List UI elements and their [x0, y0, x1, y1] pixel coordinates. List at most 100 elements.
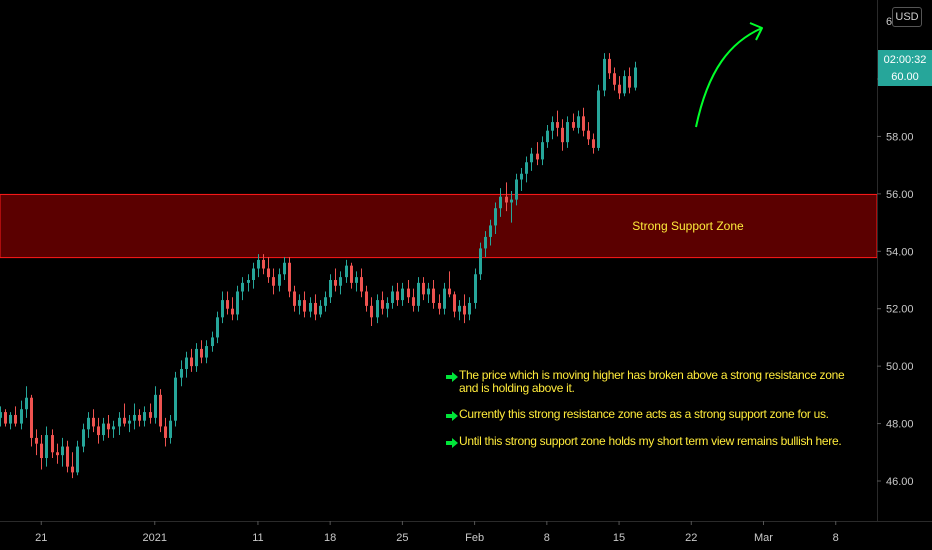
candle-body [577, 116, 580, 128]
candle-body [236, 291, 239, 315]
candle [479, 242, 482, 280]
candle-body [468, 302, 471, 315]
candle [61, 437, 64, 467]
candle [360, 268, 363, 298]
candle-body [128, 420, 131, 424]
candle [14, 406, 17, 427]
candle [180, 360, 183, 387]
candle-body [107, 423, 110, 430]
candle [56, 443, 59, 464]
time-tick-label: 11 [252, 532, 263, 544]
candle [283, 257, 286, 280]
price-countdown-bg [878, 50, 932, 86]
candle [417, 277, 420, 312]
candle-body [278, 274, 281, 286]
candle-body [355, 277, 358, 283]
candle [386, 297, 389, 318]
candle-body [448, 288, 451, 295]
candle [494, 202, 497, 235]
candle-body [592, 139, 595, 148]
candle-body [541, 142, 544, 160]
candle-body [324, 297, 327, 306]
candle [272, 268, 275, 295]
candle [97, 417, 100, 444]
candle [582, 107, 585, 137]
candle [339, 271, 342, 295]
candle-body [180, 369, 183, 378]
candle-body [293, 291, 296, 306]
candle-body [257, 259, 260, 269]
candle-body [190, 357, 193, 367]
candle [293, 285, 296, 312]
price-tick-label: 54.00 [886, 246, 914, 258]
time-tick-label: 22 [685, 532, 697, 544]
note-item: Currently this strong resistance zone ac… [445, 408, 865, 422]
candle [262, 254, 265, 275]
candle-body [211, 337, 214, 347]
candle [618, 76, 621, 100]
candle [427, 282, 430, 303]
candle [474, 268, 477, 309]
candle-body [623, 76, 626, 94]
candle [226, 291, 229, 315]
candle-body [566, 122, 569, 143]
candle [92, 409, 95, 433]
currency-badge[interactable]: USD [892, 7, 922, 27]
candle [468, 297, 471, 321]
candle-body [339, 277, 342, 286]
time-tick-label: 8 [544, 532, 550, 544]
candle-body [221, 300, 224, 318]
candle [51, 429, 54, 459]
candle-body [252, 268, 255, 280]
time-tick-label: 2021 [143, 532, 167, 544]
candle-body [149, 412, 152, 418]
candle [572, 113, 575, 131]
candle [267, 257, 270, 283]
candle [241, 277, 244, 301]
candle [221, 291, 224, 324]
candle-body [360, 277, 363, 292]
candle-body [143, 412, 146, 421]
candle [541, 136, 544, 166]
candle [0, 406, 2, 427]
candle [211, 331, 214, 352]
support-zone-rect[interactable] [0, 193, 878, 259]
candle [76, 440, 79, 476]
candle-body [489, 225, 492, 237]
candle-body [154, 394, 157, 418]
candle-body [66, 446, 69, 467]
candle-body [309, 302, 312, 312]
candle-body [613, 73, 616, 85]
candle-body [546, 130, 549, 143]
candle-body [185, 357, 188, 370]
candle-body [484, 236, 487, 249]
candle-body [427, 288, 430, 295]
candle [159, 389, 162, 433]
candle [71, 452, 74, 479]
candle-body [112, 426, 115, 430]
note-text: Currently this strong resistance zone ac… [459, 407, 829, 421]
time-axis-ticks[interactable]: 21 2021 11 18 25 Feb 8 15 22 Mar 8 [35, 521, 839, 544]
candle [432, 280, 435, 309]
candle [298, 294, 301, 315]
green-arrow-bullet-icon [446, 372, 458, 382]
candle [82, 423, 85, 453]
candle [407, 280, 410, 303]
bullish-arrowhead [749, 22, 763, 41]
candle [520, 168, 523, 191]
candle-body [262, 259, 265, 269]
candle-body [169, 420, 172, 438]
candle-body [25, 397, 28, 410]
candle-body [386, 302, 389, 309]
candle [566, 116, 569, 148]
candle [143, 406, 146, 427]
candle-body [365, 291, 368, 306]
candle-body [272, 277, 275, 286]
candle [278, 268, 281, 292]
candle [628, 67, 631, 94]
time-tick-label: 25 [396, 532, 408, 544]
candle [345, 259, 348, 283]
candle [561, 119, 564, 151]
candle-body [231, 308, 234, 315]
